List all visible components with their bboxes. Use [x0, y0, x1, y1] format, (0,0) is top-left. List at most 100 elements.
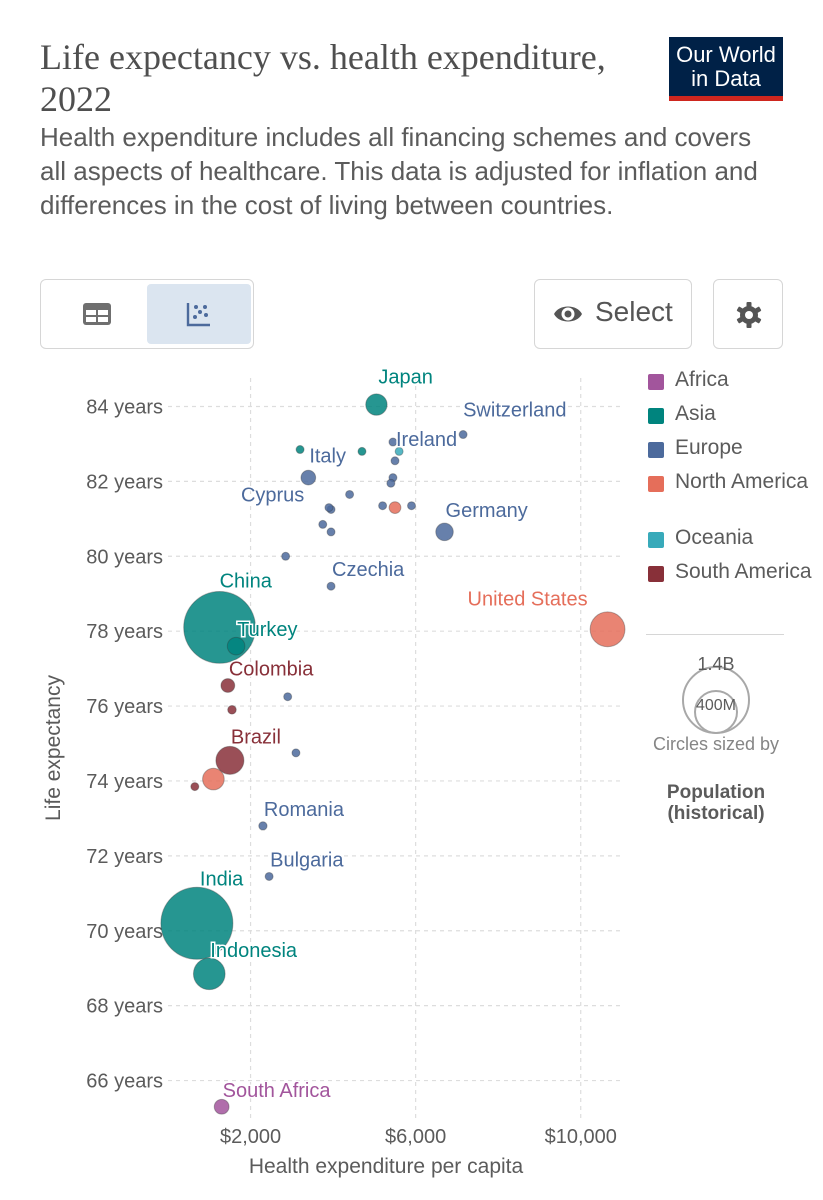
data-point — [295, 445, 305, 455]
owid-logo[interactable]: Our World in Data — [669, 37, 783, 101]
point-italy — [300, 469, 317, 486]
data-point — [386, 478, 396, 488]
data-point — [283, 692, 293, 702]
x-tick-label: $6,000 — [385, 1126, 446, 1148]
size-note: Circles sized by — [652, 734, 780, 754]
data-point — [190, 782, 200, 792]
x-axis-label: Health expenditure per capita — [249, 1155, 524, 1178]
logo-underline — [669, 96, 783, 101]
chart-title: Life expectancy vs. health expenditure, … — [40, 37, 606, 119]
point-cyprus — [324, 503, 334, 513]
point-switzerland — [458, 430, 468, 440]
point-label: Indonesia — [210, 940, 298, 962]
y-tick-label: 74 years — [86, 771, 163, 793]
size-legend-large: 1.4B — [697, 654, 734, 674]
data-point — [357, 446, 367, 456]
data-points — [160, 393, 626, 1115]
point-germany — [435, 522, 454, 542]
point-romania — [258, 821, 268, 831]
point-indonesia — [192, 957, 226, 991]
settings-button[interactable] — [713, 279, 783, 349]
gear-icon — [736, 302, 762, 328]
data-point — [202, 767, 225, 791]
y-tick-label: 80 years — [86, 546, 163, 568]
legend-item-north-america[interactable]: North America — [646, 470, 816, 526]
y-tick-label: 82 years — [86, 471, 163, 493]
data-point — [281, 551, 291, 561]
x-tick-label: $10,000 — [545, 1126, 617, 1148]
y-tick-label: 72 years — [86, 846, 163, 868]
point-japan — [365, 393, 388, 416]
size-variable: Population (historical) — [666, 782, 766, 824]
eye-icon — [554, 306, 582, 322]
legend-item-south-america[interactable]: South America — [646, 560, 816, 616]
point-labels: Japan Switzerland Italy Ireland Germany Cypru… — [198, 365, 589, 1103]
data-point — [318, 519, 328, 529]
point-label: Switzerland — [463, 400, 566, 422]
logo-line-1: Our World — [676, 42, 776, 67]
y-axis-ticks: 66 years 68 years 70 years 72 years 74 years… — [86, 396, 163, 1092]
point-united-states — [589, 611, 626, 648]
data-point — [378, 501, 388, 511]
scatter-icon — [186, 303, 210, 327]
table-icon — [83, 303, 111, 325]
legend-item-asia[interactable]: Asia — [646, 402, 816, 436]
point-colombia — [220, 678, 236, 693]
legend-swatch — [648, 566, 664, 582]
point-label: Cyprus — [241, 485, 304, 507]
y-tick-label: 70 years — [86, 921, 163, 943]
point-label: Romania — [264, 799, 345, 821]
point-label: Brazil — [231, 726, 281, 748]
data-point — [326, 527, 336, 537]
size-legend-small: 400M — [696, 697, 736, 714]
point-label: Japan — [378, 367, 433, 389]
table-tab[interactable] — [45, 284, 149, 344]
point-label: China — [220, 570, 273, 592]
y-axis-label: Life expectancy — [42, 675, 65, 821]
select-label: Select — [595, 296, 673, 327]
x-axis-ticks: $2,000 $6,000 $10,000 — [220, 1126, 617, 1148]
point-turkey — [226, 636, 246, 656]
point-ireland — [390, 456, 400, 466]
legend-label: Asia — [675, 402, 716, 425]
data-point — [345, 489, 355, 499]
legend-item-africa[interactable]: Africa — [646, 368, 816, 402]
data-point — [227, 705, 237, 715]
point-label: Bulgaria — [270, 849, 344, 871]
point-label: Colombia — [229, 658, 314, 680]
select-countries-button[interactable]: Select — [534, 279, 692, 349]
legend-swatch — [648, 442, 664, 458]
chart-subtitle: Health expenditure includes all financin… — [40, 122, 758, 220]
color-legend: Africa Asia Europe North America Oceania… — [646, 368, 816, 616]
data-point — [388, 437, 398, 447]
data-point — [291, 748, 301, 758]
point-label: Italy — [309, 446, 346, 468]
point-bulgaria — [264, 871, 274, 881]
legend-item-europe[interactable]: Europe — [646, 436, 816, 470]
legend-swatch — [648, 476, 664, 492]
point-label: Czechia — [332, 559, 405, 581]
size-legend: 1.4B 400M — [646, 634, 784, 734]
point-label: Turkey — [237, 619, 297, 641]
y-tick-label: 78 years — [86, 621, 163, 643]
point-label: Germany — [446, 500, 528, 522]
gridlines — [168, 378, 622, 1122]
legend-swatch — [648, 532, 664, 548]
point-label: United States — [468, 588, 588, 610]
legend-swatch — [648, 374, 664, 390]
data-point — [394, 446, 404, 456]
point-label: South Africa — [223, 1080, 332, 1102]
legend-label: South America — [675, 560, 812, 583]
legend-label: North America — [675, 470, 809, 493]
point-india — [160, 886, 234, 960]
legend-swatch — [648, 408, 664, 424]
chart-tab[interactable] — [147, 284, 251, 344]
y-tick-label: 84 years — [86, 396, 163, 418]
legend-label: Africa — [675, 368, 729, 391]
y-tick-label: 66 years — [86, 1071, 163, 1093]
point-czechia — [326, 581, 336, 591]
view-toggle — [40, 279, 254, 349]
legend-item-oceania[interactable]: Oceania — [646, 526, 816, 560]
point-label: India — [200, 868, 244, 890]
size-legend-circles: 1.4B 400M — [682, 654, 750, 734]
